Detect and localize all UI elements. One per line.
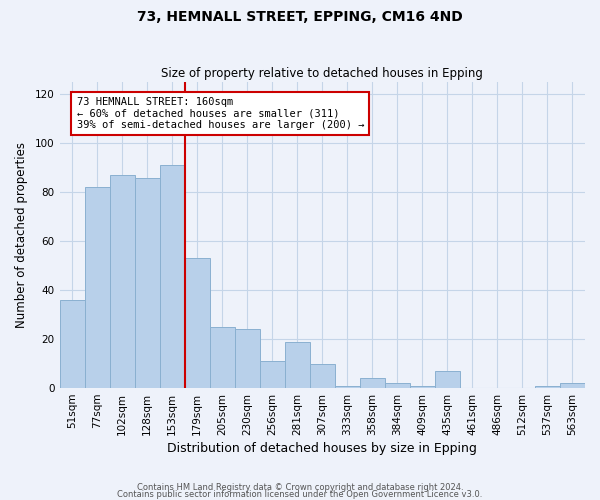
- Bar: [260, 361, 285, 388]
- Bar: [235, 330, 260, 388]
- Text: 73, HEMNALL STREET, EPPING, CM16 4ND: 73, HEMNALL STREET, EPPING, CM16 4ND: [137, 10, 463, 24]
- Bar: [209, 327, 235, 388]
- Bar: [85, 188, 110, 388]
- Bar: [110, 175, 134, 388]
- Bar: [160, 166, 185, 388]
- Text: Contains public sector information licensed under the Open Government Licence v3: Contains public sector information licen…: [118, 490, 482, 499]
- Bar: [185, 258, 209, 388]
- Bar: [360, 378, 385, 388]
- Text: Contains HM Land Registry data © Crown copyright and database right 2024.: Contains HM Land Registry data © Crown c…: [137, 484, 463, 492]
- Bar: [335, 386, 360, 388]
- Bar: [385, 383, 410, 388]
- Y-axis label: Number of detached properties: Number of detached properties: [15, 142, 28, 328]
- Bar: [59, 300, 85, 388]
- Bar: [560, 383, 585, 388]
- Bar: [535, 386, 560, 388]
- X-axis label: Distribution of detached houses by size in Epping: Distribution of detached houses by size …: [167, 442, 477, 455]
- Bar: [134, 178, 160, 388]
- Bar: [410, 386, 435, 388]
- Bar: [285, 342, 310, 388]
- Bar: [310, 364, 335, 388]
- Title: Size of property relative to detached houses in Epping: Size of property relative to detached ho…: [161, 66, 483, 80]
- Text: 73 HEMNALL STREET: 160sqm
← 60% of detached houses are smaller (311)
39% of semi: 73 HEMNALL STREET: 160sqm ← 60% of detac…: [77, 96, 364, 130]
- Bar: [435, 371, 460, 388]
